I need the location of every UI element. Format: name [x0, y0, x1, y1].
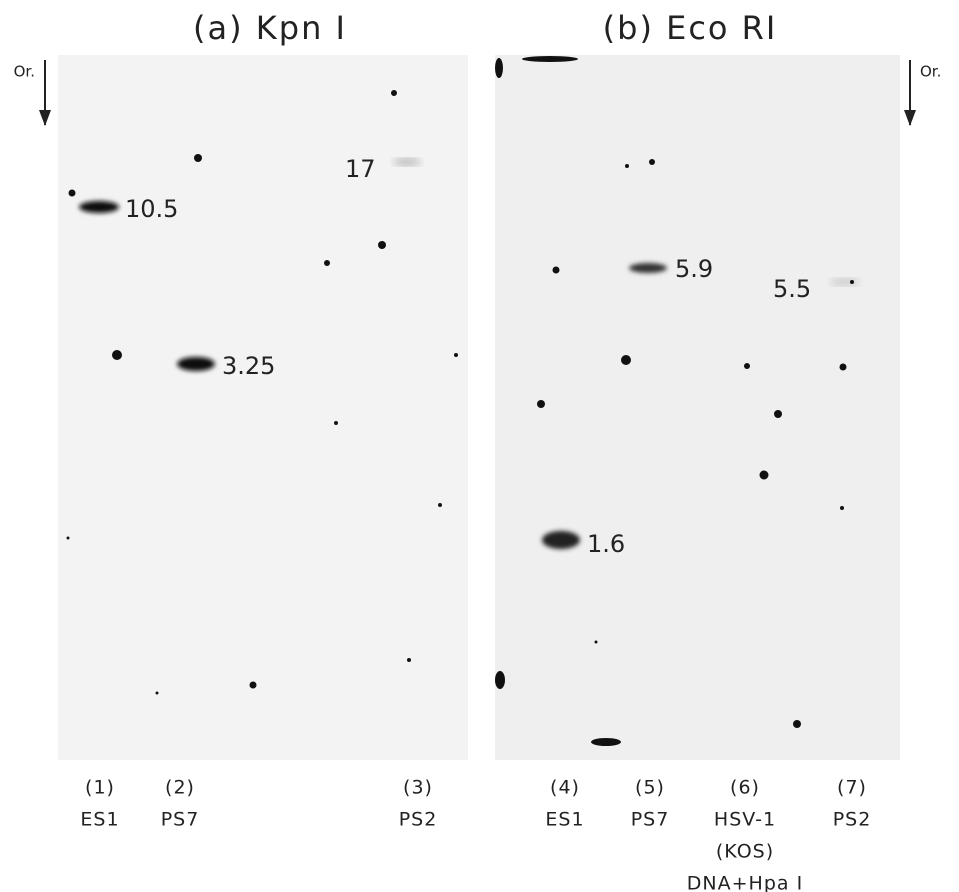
band-label: 3.25 — [222, 352, 275, 380]
artifact — [495, 58, 503, 78]
artifact — [522, 56, 578, 62]
band-label: 17 — [345, 155, 376, 183]
band — [542, 531, 580, 549]
blot-panel-b — [495, 55, 900, 760]
figure: (a) Kpn I Or. 10.5 3.25 17 (1) ES1 (2) PS7 (3) PS2… — [0, 0, 959, 892]
panel-title: (a) Kpn I — [193, 9, 347, 47]
band — [177, 357, 215, 371]
lane-name: ES1 — [545, 809, 584, 831]
lane-number: (5) — [635, 777, 665, 799]
band-label: 5.5 — [773, 275, 811, 303]
band — [629, 263, 667, 273]
lane-number: (4) — [550, 777, 580, 799]
band-label: 1.6 — [587, 530, 625, 558]
lane-number: (1) — [85, 777, 115, 799]
lane-name: PS2 — [399, 809, 438, 831]
band-label: 10.5 — [125, 195, 178, 223]
lane-number: (7) — [837, 777, 867, 799]
origin-label: Or. — [920, 63, 941, 81]
band — [79, 201, 119, 213]
lane-name: PS2 — [833, 809, 872, 831]
lane-number: (6) — [730, 777, 760, 799]
band-label: 5.9 — [675, 255, 713, 283]
lane-number: (2) — [165, 777, 195, 799]
origin-arrowhead — [39, 110, 51, 126]
lane-name: DNA+Hpa I — [687, 873, 803, 892]
page: (a) Kpn I Or. 10.5 3.25 17 (1) ES1 (2) PS7 (3) PS2… — [0, 0, 959, 892]
origin-label: Or. — [14, 63, 35, 81]
lane-name: (KOS) — [716, 841, 774, 863]
band — [830, 278, 860, 286]
band — [393, 158, 421, 166]
lane-name: HSV-1 — [714, 809, 776, 831]
artifact — [591, 738, 621, 746]
lane-name: PS7 — [161, 809, 200, 831]
lane-name: PS7 — [631, 809, 670, 831]
artifact — [495, 671, 505, 689]
panel-title: (b) Eco RI — [603, 9, 778, 47]
lane-name: ES1 — [80, 809, 119, 831]
lane-number: (3) — [403, 777, 433, 799]
origin-arrowhead — [904, 110, 916, 126]
